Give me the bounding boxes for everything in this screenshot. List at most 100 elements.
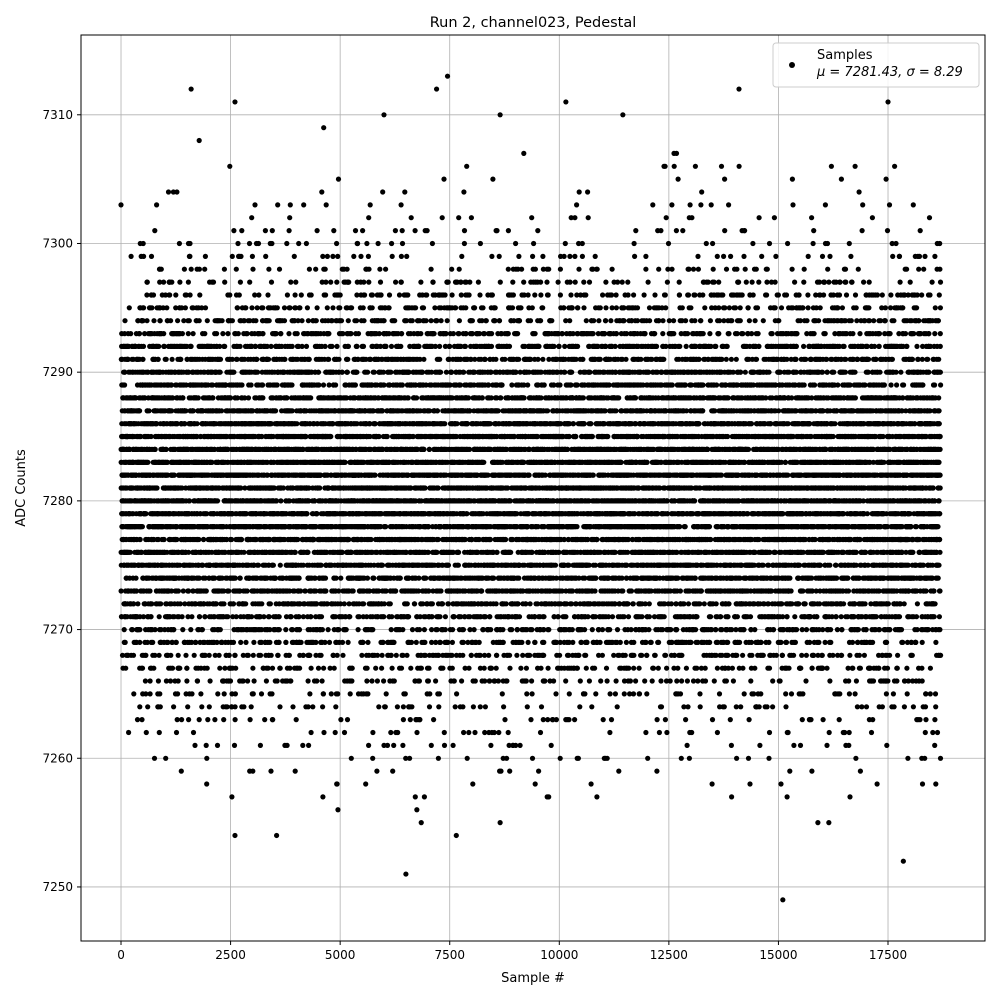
data-point bbox=[204, 756, 209, 761]
data-point bbox=[233, 653, 238, 658]
data-point bbox=[306, 704, 311, 709]
data-point bbox=[245, 331, 250, 336]
data-point bbox=[236, 331, 241, 336]
data-point bbox=[288, 202, 293, 207]
data-point bbox=[285, 292, 290, 297]
data-point bbox=[251, 653, 256, 658]
data-point bbox=[218, 370, 223, 375]
data-point bbox=[323, 280, 328, 285]
data-point bbox=[238, 640, 243, 645]
data-point bbox=[333, 730, 338, 735]
data-point bbox=[314, 318, 319, 323]
data-point bbox=[335, 653, 340, 658]
data-point bbox=[149, 305, 154, 310]
data-point bbox=[267, 640, 272, 645]
data-point bbox=[265, 292, 270, 297]
data-point bbox=[336, 627, 341, 632]
data-point bbox=[222, 691, 227, 696]
data-point bbox=[192, 743, 197, 748]
data-point bbox=[164, 357, 169, 362]
data-point bbox=[316, 382, 321, 387]
data-point bbox=[328, 434, 333, 439]
data-point bbox=[301, 653, 306, 658]
data-point bbox=[230, 318, 235, 323]
data-point bbox=[225, 331, 230, 336]
data-point bbox=[238, 280, 243, 285]
data-point bbox=[246, 395, 251, 400]
data-point bbox=[210, 395, 215, 400]
data-point bbox=[258, 743, 263, 748]
data-point bbox=[335, 691, 340, 696]
data-point bbox=[322, 640, 327, 645]
data-point bbox=[260, 305, 265, 310]
data-point bbox=[277, 267, 282, 272]
data-point bbox=[238, 254, 243, 259]
data-point bbox=[287, 305, 292, 310]
data-point bbox=[187, 318, 192, 323]
data-point bbox=[270, 228, 275, 233]
data-point bbox=[297, 576, 302, 581]
data-point bbox=[321, 666, 326, 671]
data-point bbox=[326, 331, 331, 336]
data-point bbox=[329, 691, 334, 696]
data-point bbox=[299, 318, 304, 323]
data-point bbox=[187, 254, 192, 259]
data-point bbox=[156, 357, 161, 362]
data-point bbox=[294, 717, 299, 722]
data-point bbox=[215, 743, 220, 748]
data-point bbox=[250, 769, 255, 774]
data-point bbox=[309, 730, 314, 735]
data-point bbox=[249, 704, 254, 709]
data-point bbox=[235, 241, 240, 246]
data-point bbox=[174, 730, 179, 735]
data-point bbox=[191, 408, 196, 413]
data-point bbox=[243, 601, 248, 606]
data-point bbox=[164, 447, 169, 452]
data-point bbox=[170, 666, 175, 671]
data-point bbox=[151, 318, 156, 323]
data-point bbox=[157, 614, 162, 619]
data-point bbox=[289, 382, 294, 387]
data-point bbox=[227, 164, 232, 169]
data-point bbox=[256, 241, 261, 246]
data-point bbox=[148, 678, 153, 683]
data-point bbox=[309, 666, 314, 671]
data-point bbox=[228, 678, 233, 683]
data-point bbox=[230, 254, 235, 259]
data-point bbox=[201, 537, 206, 542]
data-point bbox=[307, 267, 312, 272]
data-point bbox=[275, 678, 280, 683]
data-point bbox=[304, 511, 309, 516]
data-point bbox=[238, 576, 243, 581]
data-point bbox=[122, 318, 127, 323]
data-point bbox=[173, 292, 178, 297]
data-point bbox=[320, 254, 325, 259]
data-point bbox=[222, 267, 227, 272]
data-point bbox=[282, 357, 287, 362]
data-point bbox=[283, 627, 288, 632]
data-point bbox=[140, 524, 145, 529]
data-point bbox=[304, 344, 309, 349]
data-point bbox=[200, 627, 205, 632]
data-point bbox=[186, 717, 191, 722]
data-point bbox=[282, 318, 287, 323]
data-point bbox=[168, 678, 173, 683]
data-point bbox=[277, 627, 282, 632]
data-point bbox=[164, 305, 169, 310]
data-point bbox=[231, 640, 236, 645]
data-point bbox=[249, 215, 254, 220]
data-point bbox=[126, 730, 131, 735]
data-point bbox=[275, 202, 280, 207]
data-point bbox=[196, 537, 201, 542]
data-point bbox=[323, 588, 328, 593]
data-point bbox=[245, 678, 250, 683]
data-point bbox=[292, 254, 297, 259]
data-point bbox=[153, 447, 158, 452]
data-point bbox=[304, 241, 309, 246]
data-point bbox=[290, 344, 295, 349]
data-point bbox=[287, 228, 292, 233]
data-point bbox=[286, 331, 291, 336]
data-point bbox=[138, 537, 143, 542]
data-point bbox=[152, 228, 157, 233]
